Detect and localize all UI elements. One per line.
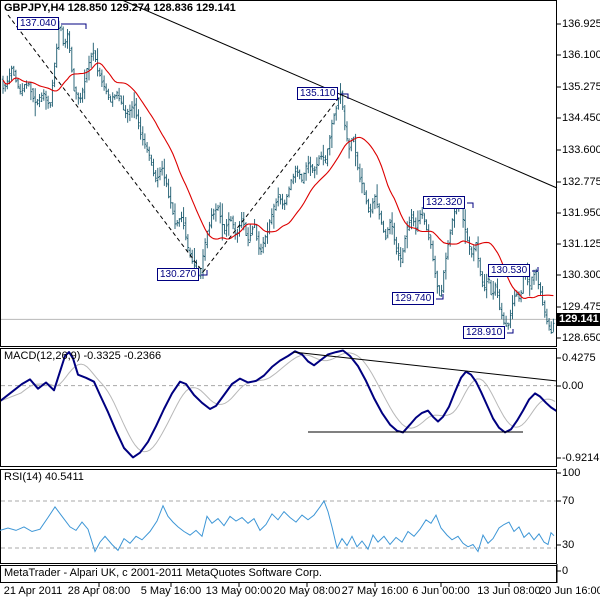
macd-header: MACD(12,26,9) -0.3325 -0.2366 [4, 350, 162, 362]
axis-label: 134.450 [562, 112, 600, 124]
time-label: 6 Jun 00:00 [412, 585, 470, 597]
rsi-header: RSI(14) 40.5411 [4, 471, 84, 483]
price-tag-129.740[interactable]: 129.740 [392, 292, 435, 305]
rsi-panel[interactable] [0, 469, 557, 564]
axis-label: 132.775 [562, 176, 600, 188]
time-label: 13 Jun 08:00 [477, 585, 541, 597]
time-label: 13 May 00:00 [205, 585, 273, 597]
axis-label: 133.600 [562, 144, 600, 156]
main-chart-panel[interactable] [0, 0, 557, 347]
current-price-box: 129.141 [557, 313, 600, 326]
copyright-text: MetaTrader - Alpari UK, c 2001-2011 Meta… [4, 567, 322, 579]
price-tag-130.270[interactable]: 130.270 [157, 268, 200, 281]
axis-label: 128.650 [562, 332, 600, 344]
axis-label: 136.925 [562, 18, 600, 30]
axis-label: 0.4275 [562, 352, 596, 364]
axis-label: 136.100 [562, 49, 600, 61]
time-label: 20 Jun 16:00 [539, 585, 600, 597]
axis-label: 129.475 [562, 301, 600, 313]
price-tag-135.110[interactable]: 135.110 [297, 87, 339, 100]
axis-label: 0 [562, 565, 569, 577]
time-label: 27 May 16:00 [341, 585, 409, 597]
price-tag-132.320[interactable]: 132.320 [423, 196, 466, 209]
time-label: 28 Apr 08:00 [67, 585, 131, 597]
time-label: 21 Apr 2011 [3, 585, 63, 597]
axis-label: 100 [562, 467, 581, 479]
axis-label: 130.300 [562, 269, 600, 281]
price-tag-128.910[interactable]: 128.910 [463, 326, 506, 339]
axis-label: 0.00 [562, 380, 584, 392]
price-tag-130.530[interactable]: 130.530 [488, 264, 531, 277]
axis-label: -0.9214 [562, 452, 600, 464]
time-label: 5 May 16:00 [140, 585, 202, 597]
price-tag-137.040[interactable]: 137.040 [17, 17, 60, 30]
axis-label: 135.275 [562, 81, 600, 93]
time-label: 20 May 08:00 [273, 585, 341, 597]
axis-label: 30 [562, 539, 575, 551]
macd-panel[interactable] [0, 348, 557, 467]
axis-label: 70 [562, 495, 575, 507]
axis-label: 131.950 [562, 207, 600, 219]
chart-title: GBPJPY,H4 128.850 129.274 128.836 129.14… [4, 2, 236, 14]
axis-label: 131.125 [562, 238, 600, 250]
